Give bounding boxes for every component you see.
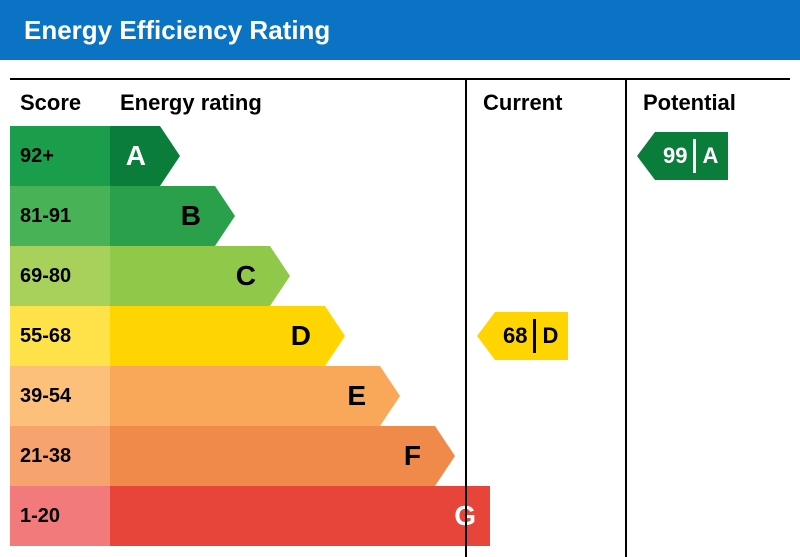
title-text: Energy Efficiency Rating [24, 15, 330, 46]
potential-marker: 99 A [655, 132, 728, 180]
epc-chart: Energy Efficiency Rating Score Energy ra… [0, 0, 800, 557]
rating-bar-c: C [110, 246, 270, 306]
vline-current [625, 80, 627, 557]
arrow-right-icon [270, 246, 290, 306]
rating-bar-b: B [110, 186, 215, 246]
separator [533, 319, 536, 353]
score-range: 69-80 [10, 246, 110, 306]
score-range: 81-91 [10, 186, 110, 246]
rating-bar-a: A [110, 126, 160, 186]
score-range: 55-68 [10, 306, 110, 366]
header-rating: Energy rating [120, 80, 262, 126]
band-row-f: 21-38F [10, 426, 790, 486]
rating-bar-e: E [110, 366, 380, 426]
band-row-e: 39-54E [10, 366, 790, 426]
band-row-c: 69-80C [10, 246, 790, 306]
arrow-left-icon [477, 312, 495, 360]
current-letter: D [542, 323, 558, 349]
rating-bar-f: F [110, 426, 435, 486]
header-score: Score [20, 80, 81, 126]
arrow-right-icon [435, 426, 455, 486]
current-value: 68 [503, 323, 527, 349]
arrow-right-icon [215, 186, 235, 246]
arrow-right-icon [325, 306, 345, 366]
band-row-b: 81-91B [10, 186, 790, 246]
score-range: 21-38 [10, 426, 110, 486]
potential-letter: A [702, 143, 718, 169]
title-bar: Energy Efficiency Rating [0, 0, 800, 60]
score-range: 1-20 [10, 486, 110, 546]
chart-grid: Score Energy rating Current Potential 92… [10, 78, 790, 557]
band-row-d: 55-68D [10, 306, 790, 366]
arrow-right-icon [160, 126, 180, 186]
vline-rating [465, 80, 467, 557]
score-range: 92+ [10, 126, 110, 186]
header-row: Score Energy rating Current Potential [10, 80, 790, 126]
bands: 92+A81-91B69-80C55-68D39-54E21-38F1-20G [10, 126, 790, 546]
arrow-right-icon [380, 366, 400, 426]
header-potential: Potential [643, 80, 736, 126]
rating-bar-g: G [110, 486, 490, 546]
arrow-left-icon [637, 132, 655, 180]
current-marker: 68 D [495, 312, 568, 360]
header-current: Current [483, 80, 562, 126]
potential-value: 99 [663, 143, 687, 169]
score-range: 39-54 [10, 366, 110, 426]
band-row-g: 1-20G [10, 486, 790, 546]
rating-bar-d: D [110, 306, 325, 366]
separator [693, 139, 696, 173]
